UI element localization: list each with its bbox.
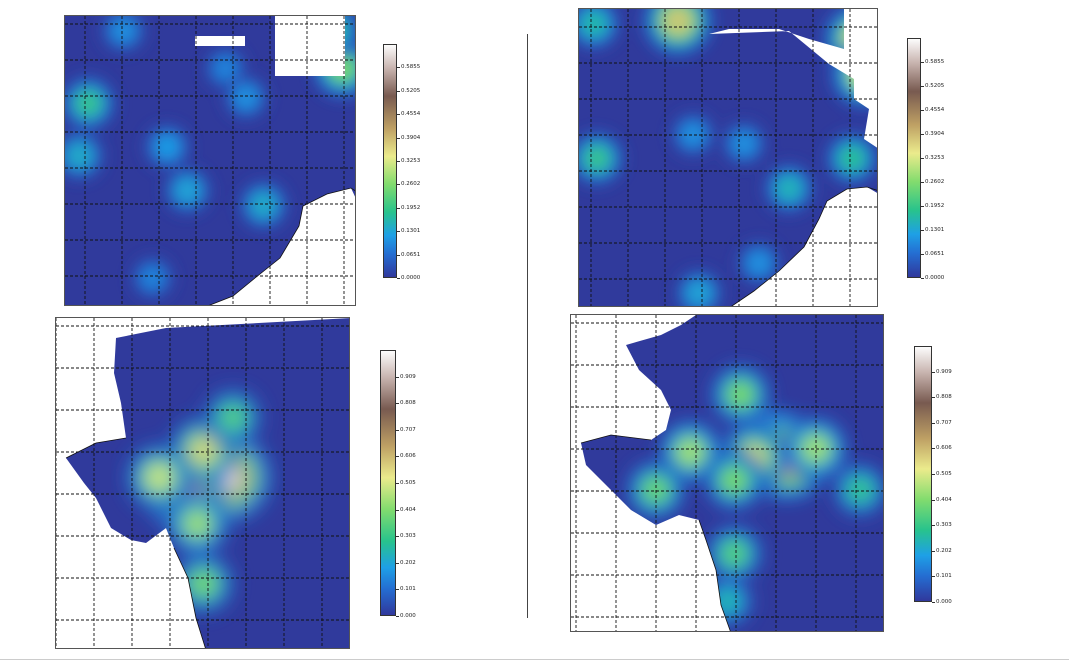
heat-spot xyxy=(111,18,136,43)
panel-divider xyxy=(527,34,528,618)
heat-spot xyxy=(642,476,669,504)
heat-spot xyxy=(184,510,212,538)
colorbar-tick-label: 0.303 xyxy=(396,533,416,540)
heat-spot xyxy=(213,56,238,81)
colorbar-tick-label: 0.1952 xyxy=(396,204,421,211)
heatmap-svg xyxy=(65,16,355,305)
heat-spot xyxy=(847,477,873,503)
heat-spot xyxy=(731,131,757,156)
colorbar-tick-label: 0.4554 xyxy=(396,111,421,118)
heatmap-top-left xyxy=(64,15,356,306)
colorbar-tick-label: 0.606 xyxy=(932,445,952,452)
colorbar-tick-label: 0.707 xyxy=(932,419,952,426)
heat-spot xyxy=(175,178,200,203)
colorbar-tick-label: 0.3904 xyxy=(920,130,945,137)
colorbar-tick-label: 0.505 xyxy=(396,480,416,486)
colorbar-tick-label: 0.3253 xyxy=(396,158,421,164)
heatmap-svg xyxy=(56,318,349,648)
colorbar-tick-label: 0.2602 xyxy=(396,181,421,188)
heat-spot xyxy=(155,134,180,160)
colorbar-tick-label: 0.3253 xyxy=(920,155,945,161)
colorbar-tick-label: 0.808 xyxy=(932,394,952,401)
heat-spot xyxy=(190,570,217,597)
heatmap-bottom-left xyxy=(55,317,350,649)
colorbar-tick-label: 0.1952 xyxy=(920,202,945,209)
colorbar-tick-label: 0.707 xyxy=(396,426,416,433)
colorbar-top-right xyxy=(907,38,921,278)
colorbar-bottom-right xyxy=(914,346,932,602)
colorbar-tick-label: 0.3904 xyxy=(396,134,421,141)
colorbar-tick-label: 0.909 xyxy=(396,373,416,380)
colorbar-tick-label: 0.0000 xyxy=(396,275,421,281)
colorbar-tick-label: 0.1301 xyxy=(396,228,421,235)
colorbar-tick-label: 0.5205 xyxy=(396,87,421,94)
colorbar-tick-label: 0.0651 xyxy=(396,251,421,258)
colorbar-tick-label: 0.1301 xyxy=(920,227,945,233)
colorbar-tick-label: 0.5855 xyxy=(920,59,945,65)
heat-spot xyxy=(145,463,173,491)
colorbar-tick-label: 0.000 xyxy=(396,613,416,619)
heat-spot xyxy=(676,438,704,466)
heat-spot xyxy=(581,11,607,37)
heat-spot xyxy=(251,192,276,218)
colorbar-tick-label: 0.4554 xyxy=(920,107,945,113)
heat-spot xyxy=(664,9,692,35)
colorbar-top-left xyxy=(383,44,397,278)
colorbar-tick-label: 0.2602 xyxy=(920,179,945,185)
heat-spot xyxy=(776,175,802,201)
heat-spot xyxy=(746,251,772,276)
colorbar-tick-label: 0.000 xyxy=(932,599,952,605)
heatmap-svg xyxy=(579,9,877,306)
colorbar-tick-label: 0.5855 xyxy=(396,64,421,71)
heat-spot xyxy=(802,435,830,462)
heat-spot xyxy=(839,145,865,172)
heat-spot xyxy=(75,90,102,117)
colorbar-tick-label: 0.505 xyxy=(932,471,952,477)
colorbar-tick-label: 0.808 xyxy=(396,400,416,407)
colorbar-tick-label: 0.101 xyxy=(932,573,952,580)
heat-spot xyxy=(680,122,706,147)
page-bottom-rule xyxy=(0,659,1069,660)
colorbar-tick-label: 0.202 xyxy=(932,547,952,554)
colorbar-tick-label: 0.5205 xyxy=(920,82,945,89)
colorbar-tick-label: 0.404 xyxy=(932,496,952,503)
heatmap-svg xyxy=(571,315,883,631)
heat-spot xyxy=(189,437,218,465)
colorbar-tick-label: 0.202 xyxy=(396,559,416,566)
colorbar-tick-label: 0.0000 xyxy=(920,275,945,281)
colorbar-tick-label: 0.101 xyxy=(396,586,416,593)
colorbar-tick-label: 0.909 xyxy=(932,368,952,375)
heatmap-bottom-right xyxy=(570,314,884,632)
heat-spot xyxy=(140,265,165,290)
heat-spot xyxy=(721,540,748,567)
heatmap-top-right xyxy=(578,8,878,307)
colorbar-tick-label: 0.303 xyxy=(932,522,952,529)
colorbar-bottom-left xyxy=(380,350,396,616)
colorbar-tick-label: 0.0651 xyxy=(920,250,945,257)
colorbar-tick-label: 0.404 xyxy=(396,506,416,513)
heat-spot xyxy=(584,145,610,172)
heat-spot xyxy=(234,85,259,110)
heat-spot xyxy=(721,467,748,494)
heat-spot xyxy=(686,280,712,306)
heat-spot xyxy=(67,143,92,169)
heat-spot xyxy=(727,381,754,408)
heat-spot xyxy=(219,404,247,431)
colorbar-tick-label: 0.606 xyxy=(396,453,416,460)
